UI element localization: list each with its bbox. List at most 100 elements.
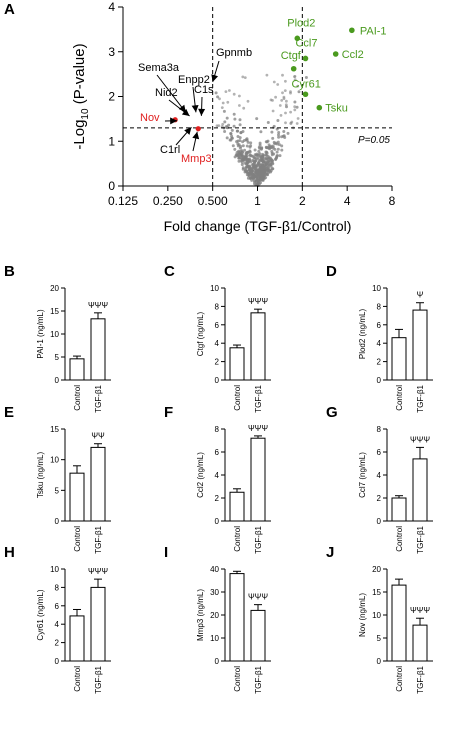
data-point-ns [258,152,262,156]
arrow-mmp3-head [192,131,200,140]
data-point-ns [227,123,231,127]
data-point-ns [265,146,269,150]
data-point-ns [290,120,294,124]
gene-label-up: Ccl7 [295,37,317,49]
data-point-ns [221,101,225,105]
y-tick-label-c: 4 [215,339,220,348]
data-point-ns [275,150,279,154]
data-point-ns [225,126,229,130]
y-tick-label-c: 0 [215,376,220,385]
data-point-ns [253,160,257,164]
data-point-ns [295,105,299,109]
y-tick-label-c: 2 [215,358,220,367]
data-point-ns [266,154,270,158]
significance-e: ΨΨ [91,432,105,441]
data-point-ns [246,99,250,103]
data-point-ns [232,112,236,116]
data-point-ns [241,75,245,79]
data-point-ns [283,136,287,139]
data-point-ns [229,132,233,135]
data-point-ns [259,166,263,170]
y-tick-label-g: 8 [377,425,382,434]
y-tick-label-j: 15 [372,588,381,597]
y-tick-label: 0 [108,179,115,193]
data-point-ns [289,110,292,114]
data-point-ns [266,160,270,164]
data-point-ns [269,146,273,150]
bar-h-tgf [90,586,106,662]
significance-j: ΨΨΨ [410,606,430,615]
data-point-ns [270,161,274,165]
data-point-ns [269,163,273,167]
x-tick-label-f: Control [233,526,242,552]
y-axis-label-d: Plod2 (ng/mL) [358,309,367,360]
data-point-ns [238,123,242,127]
bar-d-tgf [412,309,428,381]
data-point-ns [257,170,260,173]
arrow-c1rl-head [184,127,192,135]
data-point-ns [284,111,287,115]
y-axis-label-sub: 10 [80,108,91,120]
data-point-ns [267,143,271,147]
bar-b-tgf [90,318,106,381]
data-point-ns [263,171,267,175]
y-tick-label-h: 2 [55,639,60,648]
data-point-up [316,104,323,111]
data-point-up [349,27,355,34]
x-tick-label: 0.500 [198,194,228,208]
data-point-ns [273,147,277,151]
data-point-ns [232,124,236,128]
y-tick-label-d: 4 [377,339,382,348]
data-point-ns [259,169,263,173]
data-point-ns [240,150,244,154]
bar-f-control [229,491,245,522]
data-point-ns [243,148,247,152]
data-point-ns [228,89,231,92]
data-point-ns [248,149,252,153]
data-point-ns [269,170,273,174]
gene-label-up: Ccl2 [342,49,364,61]
data-point-ns [225,116,229,120]
significance-g: ΨΨΨ [410,435,430,444]
data-point-ns [266,169,270,173]
y-axis-label-j: Nov (ng/mL) [358,593,367,637]
data-point-ns [277,135,281,139]
data-point-ns [226,100,230,104]
data-point-ns [222,109,226,113]
y-tick-label-d: 0 [377,376,382,385]
y-tick-label-h: 8 [55,583,60,592]
data-point-ns [248,157,252,161]
data-point-ns [232,92,236,96]
data-point-ns [230,128,234,132]
data-point-ns [223,130,227,133]
bar-i-control [229,573,245,662]
data-point-ns [249,141,253,145]
data-point-ns [238,94,241,98]
data-point-ns [280,144,284,148]
panel-label-c: C [164,263,175,280]
bar-g-tgf [412,458,428,522]
data-point-ns [270,167,274,171]
y-tick-label-g: 0 [377,517,382,526]
y-axis-label: -Log10 (P-value) [71,43,91,149]
y-tick-label: 1 [108,134,115,148]
data-point-ns [284,79,287,83]
data-point-ns [276,119,280,122]
data-point-ns [251,163,254,167]
x-tick-label: 0.250 [153,194,183,208]
data-point-ns [278,154,282,158]
data-point-ns [277,143,281,147]
y-tick-label-e: 0 [55,517,60,526]
y-tick-label-j: 10 [372,611,381,620]
data-point-ns [242,106,246,110]
data-point-ns [266,121,270,124]
data-point-ns [276,147,280,151]
data-point-ns [274,95,277,99]
gene-label-up: Tsku [325,103,348,115]
data-point-up [332,51,339,57]
y-tick-label-f: 4 [215,471,220,480]
data-point-ns [265,151,269,155]
gene-label-up: Cyr61 [291,78,320,90]
data-point-ns [236,144,240,148]
